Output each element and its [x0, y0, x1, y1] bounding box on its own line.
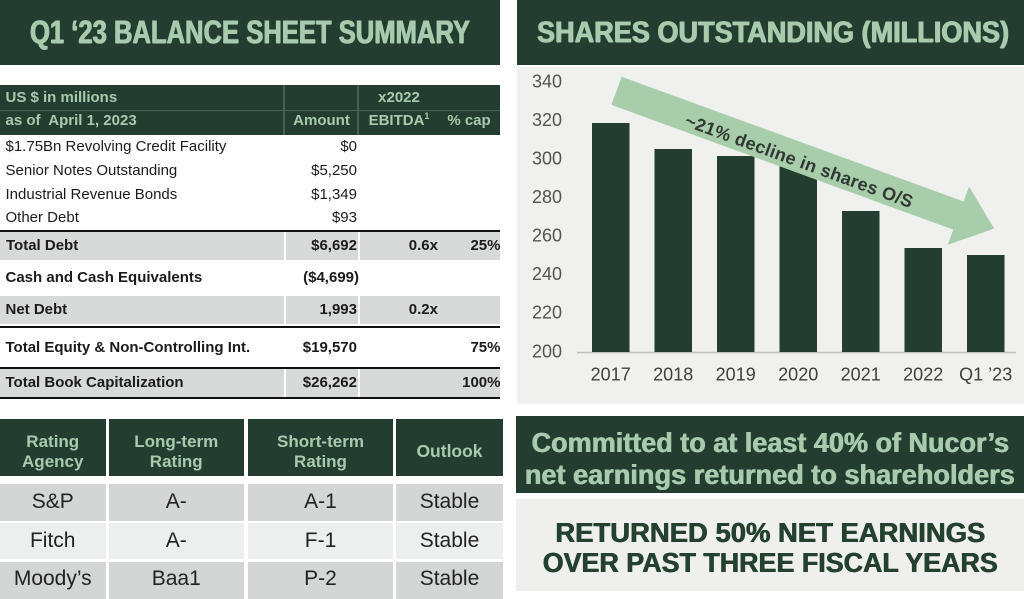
svg-text:2019: 2019 [716, 365, 756, 385]
svg-text:2022: 2022 [903, 365, 943, 385]
svg-text:340: 340 [532, 72, 562, 92]
svg-text:200: 200 [532, 342, 562, 362]
svg-text:2017: 2017 [591, 365, 631, 385]
svg-text:260: 260 [532, 226, 562, 246]
svg-text:320: 320 [532, 110, 562, 130]
svg-text:280: 280 [532, 187, 562, 207]
svg-text:240: 240 [532, 264, 562, 284]
svg-text:2020: 2020 [778, 365, 818, 385]
svg-text:300: 300 [532, 149, 562, 169]
svg-text:2021: 2021 [841, 365, 881, 385]
svg-text:Q1 ’23: Q1 ’23 [959, 365, 1012, 385]
svg-text:220: 220 [532, 303, 562, 323]
svg-text:2018: 2018 [653, 365, 693, 385]
